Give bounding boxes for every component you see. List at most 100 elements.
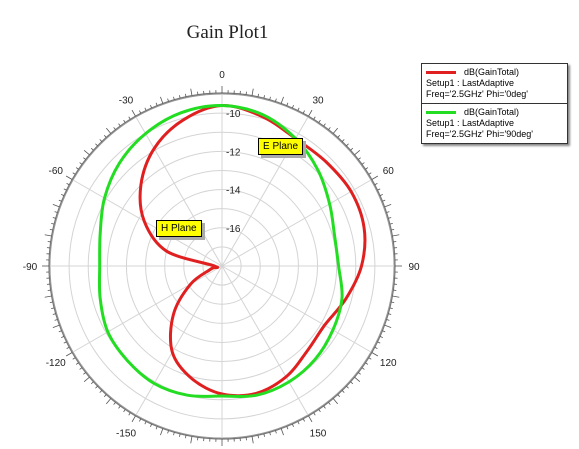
- edge-tick: [354, 149, 361, 156]
- angle-tick-label: -120: [46, 358, 66, 369]
- edge-tick: [323, 123, 326, 127]
- grid-spoke: [72, 179, 223, 267]
- radial-tick-label: -14: [226, 186, 241, 197]
- edge-tick: [328, 402, 331, 405]
- edge-tick: [190, 88, 193, 96]
- edge-tick: [155, 102, 158, 106]
- legend-freq: Freq='2.5GHz' Phi='90deg': [426, 129, 533, 139]
- edge-tick: [160, 428, 164, 436]
- edge-tick: [302, 418, 305, 422]
- trace-phi-0deg[interactable]: [138, 103, 367, 398]
- angle-tick-label: -150: [116, 428, 136, 439]
- edge-tick: [388, 217, 392, 219]
- legend-entry-phi-90[interactable]: dB(GainTotal) Setup1 : LastAdaptive Freq…: [422, 103, 567, 143]
- trace-phi-90deg[interactable]: [97, 103, 344, 399]
- edge-tick: [388, 313, 392, 315]
- edge-tick: [61, 194, 65, 196]
- legend-swatch-green: [426, 111, 456, 114]
- edge-tick: [155, 426, 158, 430]
- edge-tick: [123, 409, 126, 413]
- legend-swatch-red: [426, 71, 456, 74]
- edge-tick: [292, 423, 294, 427]
- edge-tick: [302, 110, 305, 114]
- legend-entry-phi-0[interactable]: dB(GainTotal) Setup1 : LastAdaptive Freq…: [422, 64, 567, 103]
- edge-tick: [389, 223, 393, 225]
- edge-tick: [65, 175, 73, 180]
- edge-tick: [51, 223, 55, 225]
- edge-tick: [123, 119, 126, 123]
- angle-tick-label: 0: [219, 70, 225, 81]
- edge-tick: [118, 123, 121, 127]
- edge-tick: [391, 301, 395, 303]
- angle-tick-label: -90: [23, 262, 38, 273]
- edge-tick: [173, 432, 175, 436]
- grid-spoke: [221, 265, 309, 416]
- edge-tick: [308, 109, 313, 117]
- angle-tick-label: 60: [383, 166, 395, 177]
- edge-tick: [386, 211, 390, 213]
- angle-tick-label: 90: [408, 262, 420, 273]
- edge-tick: [79, 162, 83, 165]
- edge-tick: [374, 346, 378, 349]
- edge-tick: [52, 217, 56, 219]
- legend[interactable]: dB(GainTotal) Setup1 : LastAdaptive Freq…: [421, 63, 568, 144]
- edge-tick: [66, 346, 70, 349]
- radial-tick-label: -12: [226, 147, 241, 158]
- edge-tick: [318, 409, 321, 413]
- edge-tick: [144, 421, 147, 425]
- edge-tick: [341, 390, 345, 393]
- legend-series-name: dB(GainTotal): [464, 107, 520, 117]
- edge-tick: [308, 415, 313, 423]
- edge-tick: [286, 426, 289, 430]
- edge-tick: [350, 147, 354, 151]
- angle-tick-label: -60: [48, 166, 63, 177]
- edge-tick: [131, 109, 136, 117]
- legend-freq: Freq='2.5GHz' Phi='0deg': [426, 89, 528, 99]
- edge-tick: [365, 167, 369, 170]
- edge-tick: [269, 96, 271, 100]
- grid-spoke: [72, 265, 223, 353]
- edge-tick: [251, 436, 254, 444]
- edge-tick: [105, 398, 112, 405]
- angle-tick-label: -30: [119, 96, 134, 107]
- edge-tick: [54, 211, 58, 213]
- edge-tick: [392, 295, 400, 298]
- edge-tick: [384, 324, 392, 328]
- edge-tick: [374, 183, 378, 186]
- edge-tick: [313, 412, 316, 416]
- edge-tick: [139, 418, 142, 422]
- edge-tick: [263, 95, 265, 99]
- edge-tick: [65, 352, 73, 357]
- edge-tick: [354, 376, 361, 383]
- edge-tick: [332, 127, 339, 134]
- edge-tick: [52, 313, 56, 315]
- edge-tick: [384, 204, 392, 208]
- edge-tick: [263, 433, 265, 437]
- edge-tick: [318, 119, 321, 123]
- edge-tick: [297, 421, 300, 425]
- edge-tick: [49, 301, 53, 303]
- edge-tick: [350, 381, 354, 385]
- h-plane-label[interactable]: H Plane: [156, 220, 202, 237]
- edge-tick: [379, 336, 383, 338]
- edge-tick: [103, 134, 107, 138]
- grid-spoke: [135, 265, 223, 416]
- edge-tick: [392, 234, 400, 237]
- edge-tick: [361, 367, 365, 370]
- edge-tick: [358, 157, 361, 160]
- edge-tick: [79, 367, 83, 370]
- e-plane-label[interactable]: E Plane: [258, 138, 304, 155]
- edge-tick: [280, 96, 284, 104]
- edge-tick: [150, 105, 152, 109]
- edge-tick: [173, 96, 175, 100]
- edge-tick: [144, 107, 147, 111]
- angle-tick-label: 120: [380, 358, 397, 369]
- edge-tick: [63, 188, 67, 191]
- edge-tick: [391, 229, 395, 231]
- edge-tick: [160, 96, 164, 104]
- edge-tick: [128, 412, 131, 416]
- edge-tick: [313, 116, 316, 120]
- edge-tick: [139, 110, 142, 114]
- edge-tick: [275, 98, 277, 102]
